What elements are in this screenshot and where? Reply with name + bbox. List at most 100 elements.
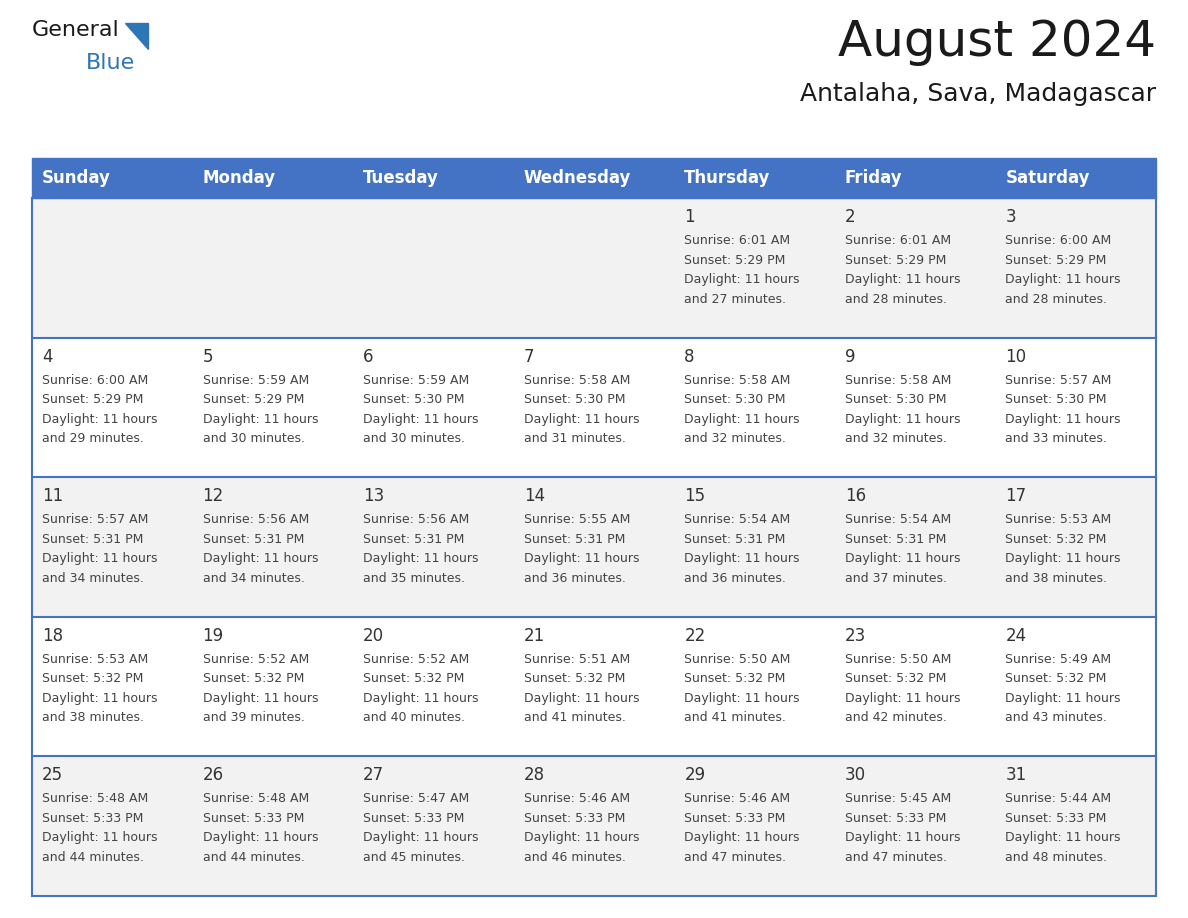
Text: and 30 minutes.: and 30 minutes.: [364, 432, 466, 445]
Text: Sunset: 5:30 PM: Sunset: 5:30 PM: [684, 393, 785, 406]
Text: and 30 minutes.: and 30 minutes.: [203, 432, 304, 445]
Bar: [32, 756, 1156, 896]
Text: Sunrise: 5:47 AM: Sunrise: 5:47 AM: [364, 792, 469, 805]
Text: Daylight: 11 hours: Daylight: 11 hours: [42, 832, 158, 845]
Text: 25: 25: [42, 767, 63, 784]
Text: Sunrise: 5:45 AM: Sunrise: 5:45 AM: [845, 792, 952, 805]
Text: Sunrise: 5:54 AM: Sunrise: 5:54 AM: [845, 513, 952, 526]
Text: Sunrise: 5:52 AM: Sunrise: 5:52 AM: [364, 653, 469, 666]
Text: Sunset: 5:33 PM: Sunset: 5:33 PM: [684, 812, 785, 825]
Text: 16: 16: [845, 487, 866, 505]
Text: and 31 minutes.: and 31 minutes.: [524, 432, 626, 445]
Text: Daylight: 11 hours: Daylight: 11 hours: [42, 553, 158, 565]
Text: and 39 minutes.: and 39 minutes.: [203, 711, 304, 724]
Text: Daylight: 11 hours: Daylight: 11 hours: [684, 412, 800, 426]
Text: Tuesday: Tuesday: [364, 169, 440, 187]
Text: Sunrise: 5:57 AM: Sunrise: 5:57 AM: [42, 513, 148, 526]
Text: 23: 23: [845, 627, 866, 644]
Text: and 47 minutes.: and 47 minutes.: [684, 851, 786, 864]
Text: Sunset: 5:29 PM: Sunset: 5:29 PM: [1005, 253, 1107, 266]
Text: Monday: Monday: [203, 169, 276, 187]
Text: Sunset: 5:33 PM: Sunset: 5:33 PM: [203, 812, 304, 825]
Text: Sunrise: 5:52 AM: Sunrise: 5:52 AM: [203, 653, 309, 666]
Text: Daylight: 11 hours: Daylight: 11 hours: [524, 692, 639, 705]
Text: Sunrise: 6:01 AM: Sunrise: 6:01 AM: [684, 234, 790, 247]
Text: Sunset: 5:29 PM: Sunset: 5:29 PM: [203, 393, 304, 406]
Text: Daylight: 11 hours: Daylight: 11 hours: [524, 832, 639, 845]
Text: Daylight: 11 hours: Daylight: 11 hours: [845, 273, 960, 286]
Text: 18: 18: [42, 627, 63, 644]
Text: and 37 minutes.: and 37 minutes.: [845, 572, 947, 585]
Text: Daylight: 11 hours: Daylight: 11 hours: [42, 692, 158, 705]
Text: Antalaha, Sava, Madagascar: Antalaha, Sava, Madagascar: [800, 82, 1156, 106]
Text: Daylight: 11 hours: Daylight: 11 hours: [42, 412, 158, 426]
Text: Daylight: 11 hours: Daylight: 11 hours: [364, 692, 479, 705]
Text: 21: 21: [524, 627, 545, 644]
Text: 26: 26: [203, 767, 223, 784]
Text: Sunset: 5:32 PM: Sunset: 5:32 PM: [845, 672, 946, 686]
Text: and 46 minutes.: and 46 minutes.: [524, 851, 626, 864]
Text: 15: 15: [684, 487, 706, 505]
Text: and 34 minutes.: and 34 minutes.: [203, 572, 304, 585]
Text: Sunset: 5:31 PM: Sunset: 5:31 PM: [684, 532, 785, 545]
Text: Saturday: Saturday: [1005, 169, 1089, 187]
Text: Sunset: 5:29 PM: Sunset: 5:29 PM: [684, 253, 785, 266]
Text: Sunrise: 5:57 AM: Sunrise: 5:57 AM: [1005, 374, 1112, 386]
Text: Daylight: 11 hours: Daylight: 11 hours: [364, 832, 479, 845]
Text: Daylight: 11 hours: Daylight: 11 hours: [1005, 832, 1121, 845]
Text: Sunset: 5:31 PM: Sunset: 5:31 PM: [364, 532, 465, 545]
Text: Sunset: 5:33 PM: Sunset: 5:33 PM: [524, 812, 625, 825]
Text: and 42 minutes.: and 42 minutes.: [845, 711, 947, 724]
Text: Sunrise: 5:58 AM: Sunrise: 5:58 AM: [845, 374, 952, 386]
Text: Sunrise: 5:56 AM: Sunrise: 5:56 AM: [364, 513, 469, 526]
Text: Daylight: 11 hours: Daylight: 11 hours: [364, 412, 479, 426]
Text: 13: 13: [364, 487, 385, 505]
Text: 3: 3: [1005, 208, 1016, 226]
Text: 8: 8: [684, 348, 695, 365]
Text: Sunset: 5:32 PM: Sunset: 5:32 PM: [364, 672, 465, 686]
Text: 31: 31: [1005, 767, 1026, 784]
Text: and 28 minutes.: and 28 minutes.: [1005, 293, 1107, 306]
Text: 4: 4: [42, 348, 52, 365]
Text: Sunset: 5:33 PM: Sunset: 5:33 PM: [42, 812, 144, 825]
Text: and 28 minutes.: and 28 minutes.: [845, 293, 947, 306]
Text: and 27 minutes.: and 27 minutes.: [684, 293, 786, 306]
Text: Sunrise: 5:54 AM: Sunrise: 5:54 AM: [684, 513, 790, 526]
Text: and 47 minutes.: and 47 minutes.: [845, 851, 947, 864]
Text: Sunrise: 5:49 AM: Sunrise: 5:49 AM: [1005, 653, 1112, 666]
Bar: [32, 617, 1156, 756]
Text: Sunday: Sunday: [42, 169, 110, 187]
Text: Sunset: 5:29 PM: Sunset: 5:29 PM: [42, 393, 144, 406]
Text: Sunset: 5:31 PM: Sunset: 5:31 PM: [524, 532, 625, 545]
Text: Blue: Blue: [86, 53, 135, 73]
Text: Sunrise: 6:01 AM: Sunrise: 6:01 AM: [845, 234, 950, 247]
Polygon shape: [125, 23, 148, 49]
Text: and 38 minutes.: and 38 minutes.: [1005, 572, 1107, 585]
Text: Daylight: 11 hours: Daylight: 11 hours: [524, 412, 639, 426]
Text: Daylight: 11 hours: Daylight: 11 hours: [845, 553, 960, 565]
Text: Daylight: 11 hours: Daylight: 11 hours: [364, 553, 479, 565]
Bar: [32, 477, 1156, 617]
Text: 2: 2: [845, 208, 855, 226]
Text: Sunset: 5:33 PM: Sunset: 5:33 PM: [845, 812, 946, 825]
Text: Sunrise: 5:59 AM: Sunrise: 5:59 AM: [364, 374, 469, 386]
Text: Sunset: 5:32 PM: Sunset: 5:32 PM: [524, 672, 625, 686]
Bar: [32, 338, 1156, 477]
Text: Daylight: 11 hours: Daylight: 11 hours: [1005, 553, 1121, 565]
Text: Sunset: 5:32 PM: Sunset: 5:32 PM: [1005, 672, 1107, 686]
Text: Daylight: 11 hours: Daylight: 11 hours: [845, 692, 960, 705]
Text: 19: 19: [203, 627, 223, 644]
Text: Sunrise: 5:48 AM: Sunrise: 5:48 AM: [42, 792, 148, 805]
Text: 29: 29: [684, 767, 706, 784]
Text: Daylight: 11 hours: Daylight: 11 hours: [845, 412, 960, 426]
Text: Sunrise: 6:00 AM: Sunrise: 6:00 AM: [1005, 234, 1112, 247]
Text: Sunset: 5:30 PM: Sunset: 5:30 PM: [845, 393, 947, 406]
Text: 1: 1: [684, 208, 695, 226]
Text: Daylight: 11 hours: Daylight: 11 hours: [203, 692, 318, 705]
Text: Sunset: 5:33 PM: Sunset: 5:33 PM: [1005, 812, 1107, 825]
Text: Sunset: 5:33 PM: Sunset: 5:33 PM: [364, 812, 465, 825]
Text: 14: 14: [524, 487, 545, 505]
Text: Sunset: 5:32 PM: Sunset: 5:32 PM: [684, 672, 785, 686]
Text: and 36 minutes.: and 36 minutes.: [684, 572, 786, 585]
Text: 6: 6: [364, 348, 374, 365]
